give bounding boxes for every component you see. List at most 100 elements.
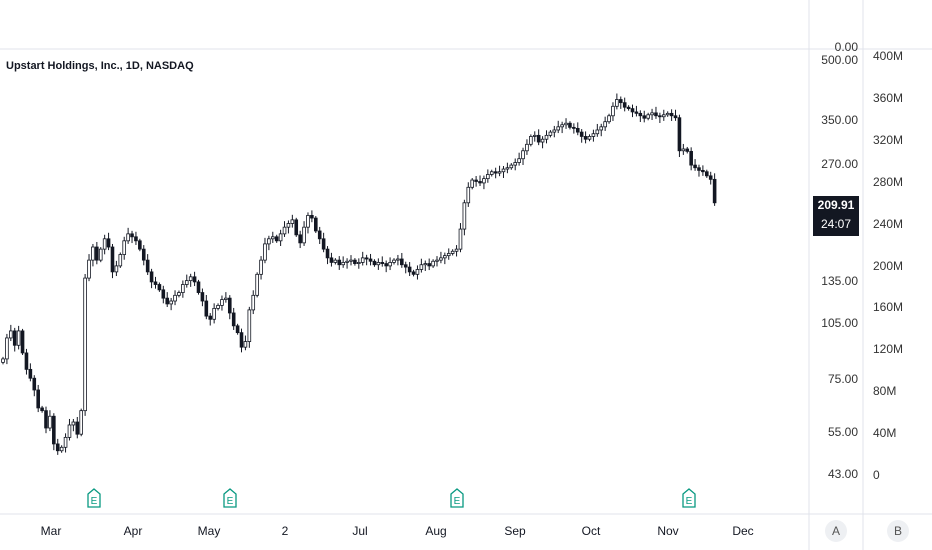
candle-body: [509, 164, 514, 169]
candle-body: [329, 257, 334, 263]
candle-body: [392, 259, 396, 263]
volume-tick: 360M: [873, 91, 904, 105]
time-tick: Nov: [657, 524, 679, 538]
candle-body: [302, 226, 306, 244]
candle-body: [431, 260, 435, 267]
time-tick: Jul: [352, 524, 368, 538]
candle-body: [638, 112, 643, 117]
earnings-marker[interactable]: E: [450, 488, 464, 508]
volume-tick: 40M: [873, 426, 897, 440]
candle-body: [118, 254, 123, 267]
candle-body: [587, 136, 592, 140]
candle-body: [1, 358, 5, 363]
candle-body: [673, 115, 678, 119]
candle-body: [458, 228, 463, 250]
candle-body: [251, 294, 256, 311]
candle-body: [247, 309, 252, 342]
candle-body: [532, 134, 537, 137]
candle-body: [470, 179, 474, 188]
price-tick: 75.00: [827, 372, 858, 386]
candle-body: [478, 181, 482, 184]
candle-body: [493, 171, 498, 174]
candle-body: [52, 415, 56, 445]
time-tick: Apr: [123, 524, 143, 538]
candle-body: [138, 240, 142, 250]
price-tick: 135.00: [821, 274, 858, 288]
candle-body: [192, 276, 197, 283]
candle-body: [634, 111, 639, 114]
earnings-marker[interactable]: E: [87, 488, 101, 508]
volume-tick: 320M: [873, 133, 904, 147]
earnings-label: E: [91, 496, 98, 507]
candle-body: [122, 240, 127, 255]
candle-body: [95, 246, 99, 261]
earnings-marker[interactable]: E: [682, 488, 696, 508]
candle-body: [106, 238, 111, 248]
candle-body: [564, 122, 568, 126]
candle-body: [145, 259, 150, 273]
chart-symbol-title: Upstart Holdings, Inc., 1D, NASDAQ: [6, 60, 194, 72]
candle-body: [286, 223, 291, 228]
candle-body: [91, 246, 95, 261]
candle-body: [71, 421, 76, 426]
candle-body: [693, 164, 697, 169]
candle-body: [173, 294, 177, 302]
candle-body: [568, 122, 572, 128]
candle-body: [306, 215, 310, 228]
candle-body: [149, 271, 154, 283]
candle-body: [439, 257, 443, 261]
candle-body: [388, 262, 392, 267]
candle-body: [372, 260, 377, 266]
candle-body: [196, 281, 201, 293]
candle-body: [466, 186, 471, 204]
candle-body: [165, 297, 170, 305]
candle-body: [59, 446, 64, 452]
candle-body: [83, 277, 87, 412]
candle-body: [220, 299, 224, 306]
volume-tick: 80M: [873, 384, 897, 398]
auto-scale-button[interactable]: A: [825, 520, 847, 542]
candle-body: [270, 236, 275, 240]
candle-body: [677, 117, 682, 152]
candle-body: [517, 158, 521, 163]
volume-tick: 0: [873, 468, 880, 482]
candle-body: [552, 129, 557, 133]
candle-body: [540, 138, 545, 143]
candle-body: [513, 162, 518, 166]
candle-body: [9, 330, 13, 339]
candle-body: [231, 312, 236, 327]
candle-body: [380, 262, 385, 264]
volume-scale-button[interactable]: B: [887, 520, 909, 542]
candle-body: [661, 114, 666, 118]
candle-body: [114, 265, 119, 273]
candle-body: [24, 352, 29, 370]
candle-body: [556, 126, 561, 131]
volume-tick: 200M: [873, 259, 904, 273]
candle-body: [701, 169, 705, 173]
volume-tick: 240M: [873, 217, 904, 231]
candle-body: [5, 337, 9, 360]
candle-body: [658, 115, 662, 118]
candle-body: [75, 421, 80, 435]
candle-body: [282, 226, 287, 235]
candle-body: [267, 238, 271, 245]
candle-body: [357, 262, 361, 264]
candle-body: [575, 127, 580, 133]
last-price-label: 209.91 24:07: [813, 196, 859, 236]
candle-body: [599, 126, 604, 131]
candle-body: [376, 262, 381, 266]
candle-body: [650, 112, 654, 116]
candle-body: [102, 238, 107, 250]
candle-body: [55, 443, 60, 452]
earnings-marker[interactable]: E: [223, 488, 237, 508]
candle-body: [224, 297, 228, 300]
candle-body: [349, 259, 353, 262]
candle-body: [321, 238, 326, 250]
candle-body: [36, 389, 40, 409]
candle-body: [497, 171, 502, 174]
candle-body: [419, 264, 424, 270]
candle-body: [239, 332, 244, 348]
candle-body: [642, 115, 647, 119]
